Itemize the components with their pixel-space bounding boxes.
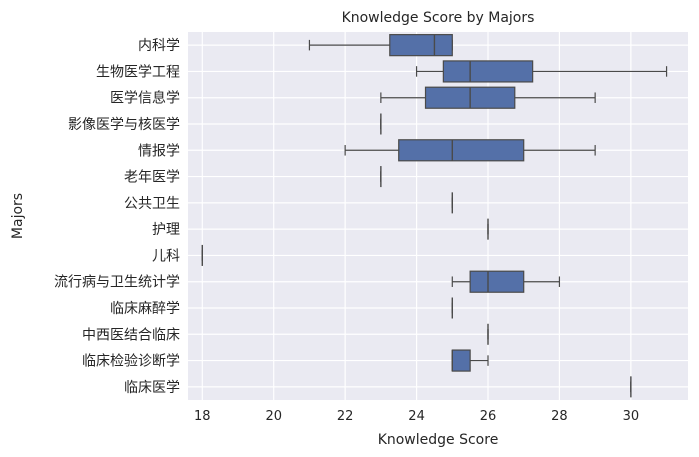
box-group [451, 270, 561, 293]
category-label: 影像医学与核医学 [68, 117, 180, 133]
boxes-layer [201, 34, 668, 398]
x-tick-labels: 18 20 22 24 26 28 30 [194, 409, 639, 424]
iqr-box [389, 34, 453, 57]
category-label: 老年医学 [124, 170, 180, 186]
category-label: 情报学 [138, 143, 180, 159]
category-label: 医学信息学 [110, 90, 180, 107]
box-group [451, 349, 489, 372]
iqr-box [469, 270, 525, 293]
box-group [380, 86, 596, 109]
iqr-box [398, 139, 525, 162]
x-tick-label: 24 [408, 409, 425, 424]
category-label: 内科学 [138, 38, 180, 54]
x-tick-label: 30 [623, 409, 640, 424]
x-axis-label: Knowledge Score [378, 432, 499, 448]
box-group [415, 60, 668, 83]
x-tick-label: 28 [551, 409, 568, 424]
iqr-box [442, 60, 534, 83]
x-tick-label: 22 [337, 409, 354, 424]
y-axis-label: Majors [10, 193, 26, 239]
category-label: 临床麻醉学 [110, 301, 180, 317]
category-label: 临床检验诊断学 [82, 354, 180, 370]
category-labels: 内科学生物医学工程医学信息学影像医学与核医学情报学老年医学公共卫生护理儿科流行病… [54, 38, 180, 396]
x-tick-label: 26 [480, 409, 497, 424]
category-label: 中西医结合临床 [82, 327, 180, 343]
chart-title: Knowledge Score by Majors [342, 10, 535, 26]
category-label: 流行病与卫生统计学 [54, 275, 180, 291]
box-group [344, 139, 596, 162]
category-label: 儿科 [152, 248, 180, 264]
category-label: 临床医学 [124, 380, 180, 396]
category-label: 公共卫生 [124, 196, 180, 212]
category-label: 护理 [152, 222, 180, 238]
box-group [308, 34, 453, 57]
x-tick-label: 20 [265, 409, 282, 424]
x-tick-label: 18 [194, 409, 211, 424]
category-label: 生物医学工程 [96, 64, 180, 80]
iqr-box [451, 349, 471, 372]
